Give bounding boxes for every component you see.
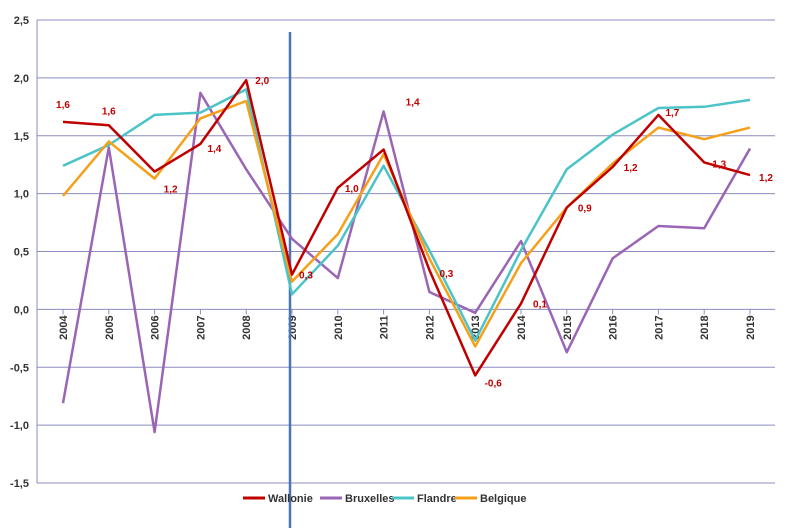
x-tick-label: 2014 xyxy=(516,315,528,340)
data-label: 1,6 xyxy=(56,100,70,111)
legend: Wallonie Bruxelles Flandre Belgique xyxy=(243,493,526,505)
gridlines xyxy=(37,19,775,484)
data-label: 0,3 xyxy=(439,269,453,280)
y-tick-label: 2,0 xyxy=(14,73,29,85)
x-tick-label: 2015 xyxy=(562,315,574,339)
data-label: 0,9 xyxy=(578,204,592,215)
x-tick-label: 2006 xyxy=(150,315,162,339)
x-axis: 2004 2005 2006 2007 2008 2009 2010 2011 2012 2013… xyxy=(58,309,757,340)
legend-label-flandre: Flandre xyxy=(417,493,457,505)
x-tick-label: 2007 xyxy=(195,315,207,339)
y-tick-label: 1,0 xyxy=(14,189,29,201)
x-tick-label: 2012 xyxy=(424,315,436,339)
data-label: 1,4 xyxy=(406,98,420,109)
x-tick-label: 2008 xyxy=(241,315,253,339)
data-label: 0,3 xyxy=(299,271,313,282)
y-tick-label: 0,5 xyxy=(14,247,29,259)
data-label: 1,2 xyxy=(624,163,638,174)
series-line-wallonie xyxy=(62,78,751,377)
data-label: 1,2 xyxy=(164,185,178,196)
data-labels: 1,6 1,6 1,2 1,4 2,0 0,3 1,0 1,4 0,3 -0,6 0,1 0,9 1,2… xyxy=(56,76,773,389)
data-label: -0,6 xyxy=(485,378,503,389)
y-tick-label: 0,0 xyxy=(14,304,29,316)
legend-label-wallonie: Wallonie xyxy=(268,493,313,505)
y-tick-label: -1,5 xyxy=(10,478,29,490)
y-tick-label: 2,5 xyxy=(14,15,29,27)
y-tick-label: 1,5 xyxy=(14,131,29,143)
x-tick-label: 2016 xyxy=(608,315,620,339)
data-label: 1,3 xyxy=(712,159,726,170)
legend-label-bruxelles: Bruxelles xyxy=(345,493,395,505)
data-label: 0,1 xyxy=(533,300,547,311)
data-label: 1,2 xyxy=(759,173,773,184)
series-line-bruxelles xyxy=(61,91,752,434)
data-label: 1,7 xyxy=(665,108,679,119)
x-tick-label: 2011 xyxy=(379,315,391,339)
x-tick-label: 2019 xyxy=(745,315,757,339)
data-label: 2,0 xyxy=(255,76,269,87)
data-label: 1,4 xyxy=(207,144,221,155)
x-tick-label: 2018 xyxy=(699,315,711,339)
y-tick-label: -1,0 xyxy=(10,420,29,432)
y-axis: -1,5 -1,0 -0,5 0,0 0,5 1,0 1,5 2,0 2,5 xyxy=(10,15,38,490)
data-label: 1,0 xyxy=(345,184,359,195)
series-lines xyxy=(61,78,752,434)
x-tick-label: 2004 xyxy=(58,315,70,340)
x-tick-label: 2005 xyxy=(104,315,116,339)
data-label: 1,6 xyxy=(102,106,116,117)
x-tick-label: 2017 xyxy=(653,315,665,339)
legend-label-belgique: Belgique xyxy=(480,493,526,505)
x-tick-label: 2010 xyxy=(333,315,345,339)
y-tick-label: -0,5 xyxy=(10,362,29,374)
